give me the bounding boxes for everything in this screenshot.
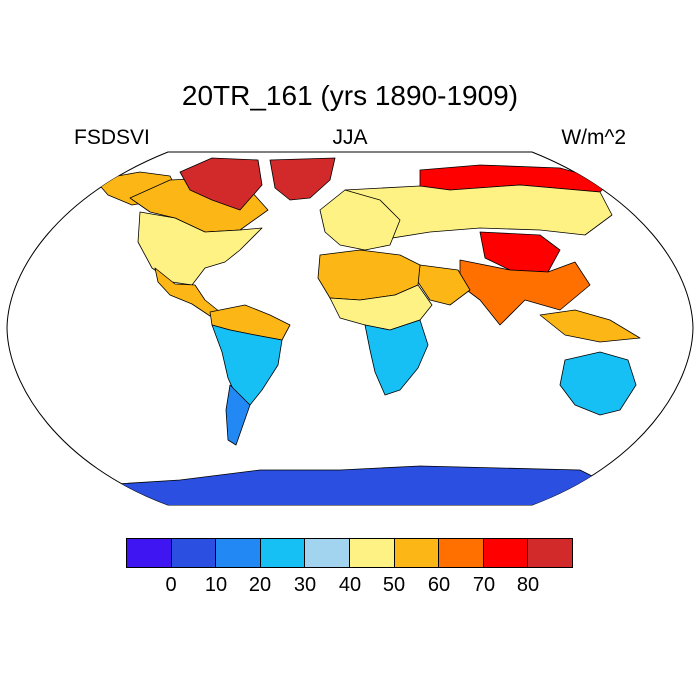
colorbar-swatch — [171, 539, 217, 567]
colorbar-swatch — [216, 539, 261, 567]
colorbar-swatch — [260, 539, 306, 567]
colorbar-tick: 10 — [204, 574, 228, 596]
colorbar-tick: 50 — [382, 574, 406, 596]
season-label: JJA — [332, 126, 368, 149]
region-greenland — [269, 157, 336, 201]
colorbar-swatch — [349, 539, 395, 567]
region-south-america — [211, 324, 283, 406]
colorbar-swatch — [305, 539, 350, 567]
colorbar-swatch — [127, 539, 172, 567]
region-india-china — [459, 259, 591, 326]
region-canadian-arctic — [179, 157, 263, 211]
colorbar-tick: 0 — [165, 574, 177, 596]
colorbar-swatch — [439, 539, 484, 567]
colorbar-tick: 30 — [293, 574, 317, 596]
colorbar-tick: 80 — [516, 574, 540, 596]
region-antarctica — [99, 465, 601, 505]
colorbar-tick: 70 — [472, 574, 496, 596]
colorbar-swatch — [394, 539, 440, 567]
plot-title: 20TR_161 (yrs 1890-1909) — [181, 80, 519, 111]
region-southern-africa — [364, 319, 429, 396]
region-australia — [559, 351, 637, 416]
colorbar-tick: 40 — [338, 574, 362, 596]
colorbar-swatch — [528, 539, 572, 567]
units-label: W/m^2 — [561, 126, 626, 149]
variable-label: FSDSVI — [74, 126, 150, 149]
colorbar — [126, 538, 573, 568]
region-europe — [319, 189, 401, 251]
colorbar-ticks: 0 10 20 30 40 50 60 70 80 — [0, 574, 700, 604]
region-southeast-asia — [539, 309, 641, 343]
colorbar-swatch — [483, 539, 529, 567]
region-sahel — [329, 284, 433, 331]
colorbar-tick: 20 — [248, 574, 272, 596]
region-patagonia — [225, 384, 251, 446]
colorbar-tick: 60 — [427, 574, 451, 596]
region-north-america — [137, 211, 263, 286]
